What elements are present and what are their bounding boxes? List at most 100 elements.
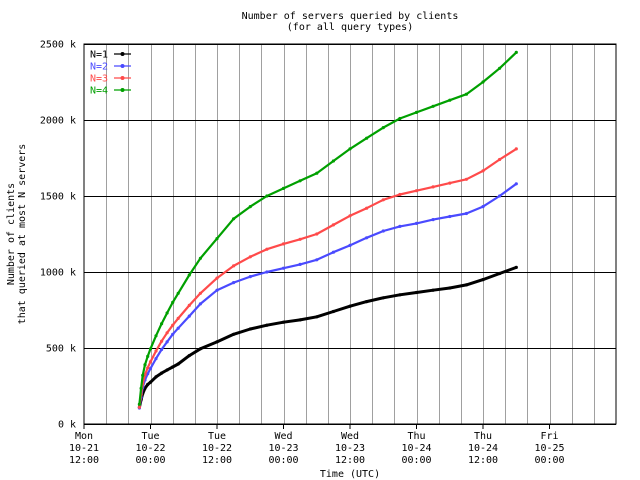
data-point <box>198 347 202 351</box>
y-axis-label-line-1: Number of clients <box>6 183 17 285</box>
data-point <box>414 221 419 225</box>
series-4 <box>137 50 518 406</box>
data-point <box>514 182 518 186</box>
x-tick-label: Wed 10-23 00:00 <box>268 431 298 466</box>
x-tick-label-line: 10-24 <box>401 443 431 454</box>
data-point <box>265 270 269 274</box>
data-point <box>514 50 518 55</box>
x-tick-label: Thu 10-24 00:00 <box>401 431 431 466</box>
y-tick-label: 2500 k <box>40 40 76 51</box>
data-point <box>381 198 385 202</box>
y-tick-label: 0 k <box>58 420 76 431</box>
data-point <box>248 205 252 209</box>
data-point <box>248 327 252 331</box>
data-point <box>148 347 153 351</box>
y-axis-label-line-2: that queried at most N servers <box>17 144 28 325</box>
legend-marker <box>120 52 125 56</box>
data-point <box>165 368 169 372</box>
data-point <box>165 340 169 344</box>
data-point <box>464 211 468 216</box>
data-point <box>348 243 352 247</box>
data-point <box>232 264 236 268</box>
data-point <box>498 271 502 276</box>
data-point <box>165 311 169 315</box>
data-point <box>381 126 385 130</box>
data-point <box>431 185 435 189</box>
data-point <box>398 293 402 297</box>
data-point <box>414 110 419 114</box>
data-point <box>187 354 191 358</box>
data-point <box>398 192 402 197</box>
data-point <box>481 169 485 173</box>
data-point <box>315 315 319 319</box>
x-tick-label: Tue 10-22 12:00 <box>202 431 232 466</box>
data-point <box>281 320 286 324</box>
data-point <box>265 247 269 251</box>
data-point <box>298 318 302 322</box>
legend: N=1N=2N=3N=4 <box>90 50 131 97</box>
data-point <box>464 92 468 96</box>
x-tick-label-line: 10-21 <box>69 443 99 454</box>
series-line <box>138 182 517 409</box>
data-point <box>315 258 319 262</box>
legend-label: N=3 <box>90 74 108 85</box>
x-tick-label-line: 00:00 <box>401 455 431 466</box>
x-tick-label-line: 12:00 <box>468 455 498 466</box>
x-tick-label-line: Thu <box>407 431 425 442</box>
data-point <box>141 373 145 377</box>
data-point <box>165 331 169 335</box>
x-tick-label-line: Tue <box>208 431 226 442</box>
data-point <box>348 214 352 218</box>
data-point <box>464 283 468 287</box>
x-tick-label-line: 00:00 <box>135 455 165 466</box>
data-point <box>171 332 175 336</box>
data-point <box>148 360 153 364</box>
data-point <box>281 186 286 190</box>
y-tick-label: 2000 k <box>40 116 76 127</box>
data-point <box>298 262 302 266</box>
y-axis: 0 k 500 k 1000 k 1500 k 2000 k 2500 k <box>40 40 76 431</box>
legend-label: N=4 <box>90 86 108 97</box>
data-point <box>331 309 335 314</box>
data-point <box>171 300 175 304</box>
x-tick-label-line: 12:00 <box>69 455 99 466</box>
data-point <box>514 265 518 269</box>
x-tick-label-line: 10-23 <box>268 443 298 454</box>
data-point <box>154 357 158 361</box>
data-point <box>215 340 219 344</box>
x-tick-label-line: 12:00 <box>202 455 232 466</box>
x-tick-label-line: Wed <box>341 431 359 442</box>
data-point <box>137 402 141 406</box>
data-point <box>148 380 153 384</box>
data-point <box>281 266 286 270</box>
legend-marker <box>120 64 125 68</box>
x-tick-label-line: Tue <box>141 431 159 442</box>
data-point <box>232 217 236 221</box>
series-2 <box>137 182 518 410</box>
legend-label: N=2 <box>90 62 108 73</box>
data-point <box>171 323 175 327</box>
data-point <box>414 290 419 295</box>
data-point <box>514 147 518 151</box>
y-tick-label: 1500 k <box>40 192 76 203</box>
data-point <box>137 405 141 409</box>
data-point <box>481 278 485 282</box>
x-tick-label-line: Wed <box>274 431 292 442</box>
x-tick-label: Fri 10-25 00:00 <box>534 431 564 466</box>
x-tick-label-line: 10-22 <box>202 443 232 454</box>
data-point <box>215 288 219 292</box>
data-point <box>398 116 402 121</box>
data-point <box>381 296 385 300</box>
x-tick-label: Wed 10-23 12:00 <box>335 431 365 466</box>
data-point <box>398 224 402 228</box>
legend-marker <box>120 76 125 80</box>
data-point <box>198 256 202 260</box>
data-point <box>154 349 158 353</box>
data-point <box>448 98 452 102</box>
data-point <box>154 334 158 338</box>
data-point <box>365 236 369 240</box>
x-tick-label-line: 10-24 <box>468 443 498 454</box>
x-tick-label-line: Thu <box>474 431 492 442</box>
